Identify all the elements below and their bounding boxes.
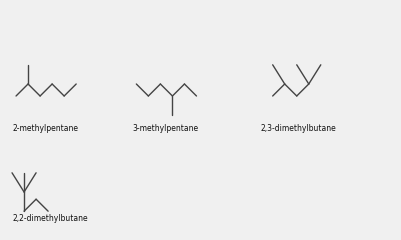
Text: 3-methylpentane: 3-methylpentane bbox=[132, 124, 198, 133]
Text: 2,3-dimethylbutane: 2,3-dimethylbutane bbox=[261, 124, 336, 133]
Text: 2,2-dimethylbutane: 2,2-dimethylbutane bbox=[12, 214, 88, 223]
Text: 2-methylpentane: 2-methylpentane bbox=[12, 124, 78, 133]
